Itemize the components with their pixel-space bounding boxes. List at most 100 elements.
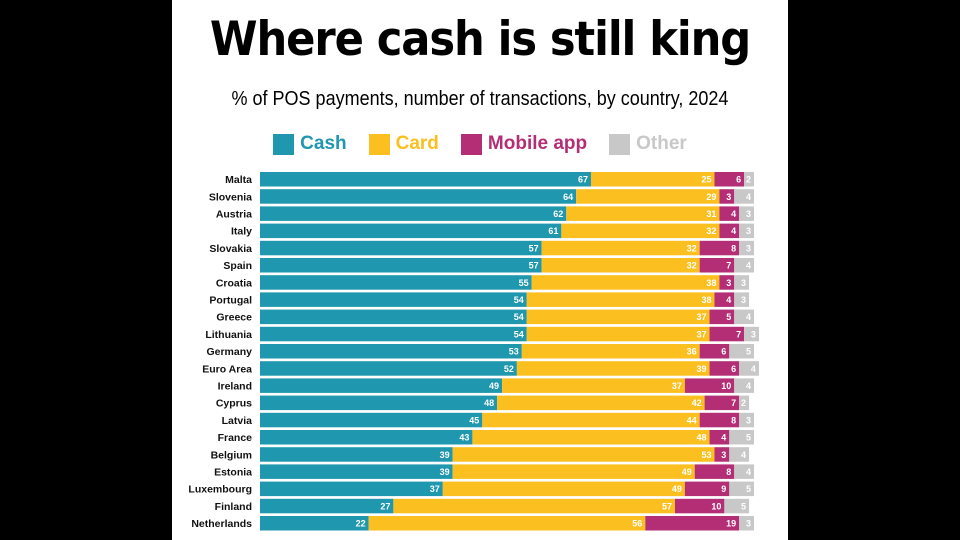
bar-cash-estonia [260,464,453,479]
data-label-card-malta: 25 [701,175,711,185]
bar-card-germany [521,344,700,359]
bar-card-lithuania [526,326,710,342]
bar-card-euro-area [516,361,710,376]
bar-other-netherlands [739,516,754,531]
country-label-belgium: Belgium [211,449,252,461]
data-label-other-germany: 5 [746,347,751,357]
bar-mobile-app-slovenia [719,189,735,204]
bar-card-slovakia [541,240,700,256]
data-label-mobile-app-germany: 6 [721,347,726,357]
data-label-card-italy: 32 [706,226,716,236]
data-label-card-belgium: 53 [701,450,711,460]
data-label-cash-latvia: 45 [469,415,479,425]
bar-other-slovakia [739,240,754,256]
country-label-ireland: Ireland [218,380,252,392]
data-label-mobile-app-cyprus: 7 [731,398,736,408]
data-label-other-greece: 4 [746,312,751,322]
data-label-mobile-app-malta: 6 [736,175,741,185]
data-label-mobile-app-luxembourg: 9 [721,484,726,494]
country-label-lithuania: Lithuania [205,329,252,341]
bar-mobile-app-france [709,430,730,445]
legend-swatch-other [609,133,631,155]
bar-other-ireland [734,378,754,393]
data-label-other-croatia: 3 [741,278,746,288]
data-label-cash-greece: 54 [514,312,524,322]
country-label-italy: Italy [231,226,252,238]
bar-other-malta [744,172,754,187]
chart-title: Where cash is still king [209,12,751,67]
data-label-mobile-app-finland: 10 [711,501,721,511]
data-label-cash-belgium: 39 [440,450,450,460]
bar-card-croatia [531,275,720,290]
country-label-portugal: Portugal [209,294,252,306]
bar-card-italy [561,223,720,239]
bar-card-latvia [482,412,700,428]
data-label-cash-slovakia: 57 [529,243,539,253]
bar-card-netherlands [368,516,646,531]
legend-item-cash: Cash [273,133,347,155]
data-label-cash-ireland: 49 [489,381,499,391]
bar-card-ireland [502,378,685,393]
country-label-euro-area: Euro Area [202,363,252,375]
country-label-croatia: Croatia [216,277,252,289]
bar-cash-latvia [260,412,483,428]
data-label-cash-netherlands: 22 [356,519,366,529]
data-label-other-belgium: 4 [741,450,746,460]
bar-mobile-app-netherlands [645,516,740,531]
data-label-cash-finland: 27 [380,501,390,511]
bar-other-greece [734,309,754,325]
data-label-other-euro-area: 4 [751,364,756,374]
data-label-cash-france: 43 [459,433,469,443]
bar-mobile-app-lithuania [709,326,745,342]
data-label-cash-euro-area: 52 [504,364,514,374]
data-label-card-croatia: 38 [706,278,716,288]
bar-cash-cyprus [260,395,498,411]
data-label-cash-slovenia: 64 [563,192,573,202]
data-label-cash-luxembourg: 37 [430,484,440,494]
data-label-card-luxembourg: 49 [672,484,682,494]
bar-cash-ireland [260,378,503,393]
data-label-mobile-app-latvia: 8 [731,415,736,425]
data-label-card-greece: 37 [697,312,707,322]
data-label-other-luxembourg: 5 [746,484,751,494]
data-label-mobile-app-croatia: 3 [726,278,731,288]
legend-item-other: Other [609,133,687,155]
data-label-other-malta: 2 [746,175,751,185]
bar-mobile-app-portugal [714,292,735,307]
data-label-mobile-app-austria: 4 [731,209,736,219]
data-label-cash-croatia: 55 [519,278,529,288]
bar-cash-slovenia [260,189,577,204]
legend-item-card: Card [368,133,439,155]
bar-cash-portugal [260,292,527,307]
data-label-card-estonia: 49 [682,467,692,477]
data-label-other-netherlands: 3 [746,519,751,529]
legend: Cash Card Mobile app Other [172,133,788,155]
country-label-france: France [218,432,253,444]
data-label-card-austria: 31 [706,209,716,219]
data-label-card-france: 48 [697,433,707,443]
legend-swatch-card [368,133,390,155]
legend-swatch-mobile-app [460,133,482,155]
data-label-mobile-app-slovenia: 3 [726,192,731,202]
data-label-card-euro-area: 39 [697,364,707,374]
data-label-mobile-app-ireland: 10 [721,381,731,391]
legend-label-cash: Cash [300,133,347,154]
data-label-cash-estonia: 39 [440,467,450,477]
legend-item-mobile-app: Mobile app [460,133,587,155]
data-label-mobile-app-belgium: 3 [721,450,726,460]
country-label-luxembourg: Luxembourg [188,484,252,496]
bar-card-austria [566,206,720,221]
data-label-other-slovakia: 3 [746,243,751,253]
data-label-mobile-app-netherlands: 19 [726,519,736,529]
chart-panel: Where cash is still king % of POS paymen… [172,0,788,540]
bar-card-malta [590,172,715,187]
bar-other-germany [729,344,754,359]
data-label-card-slovenia: 29 [706,192,716,202]
data-label-card-cyprus: 42 [692,398,702,408]
bar-cash-slovakia [260,240,542,256]
data-label-mobile-app-portugal: 4 [726,295,731,305]
country-label-cyprus: Cyprus [216,398,252,410]
data-label-mobile-app-france: 4 [721,433,726,443]
bar-cash-greece [260,309,527,325]
